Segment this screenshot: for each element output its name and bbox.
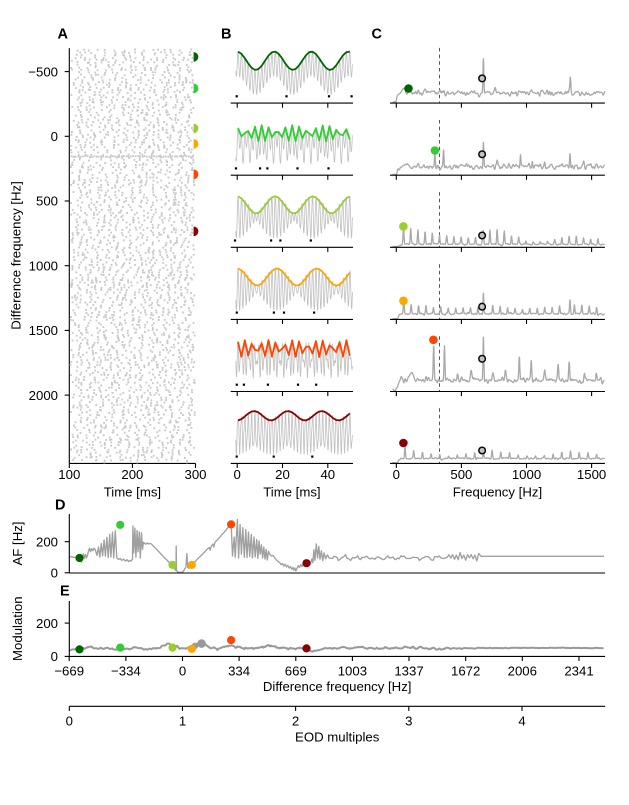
svg-text:0: 0	[234, 467, 241, 482]
svg-text:1000: 1000	[512, 467, 541, 482]
svg-text:500: 500	[36, 194, 58, 209]
svg-text:3: 3	[405, 713, 412, 728]
svg-text:C: C	[372, 27, 383, 43]
svg-text:200: 200	[36, 616, 58, 631]
svg-text:0: 0	[51, 566, 58, 581]
svg-text:0: 0	[179, 664, 186, 679]
svg-text:Time [ms]: Time [ms]	[263, 485, 320, 500]
svg-text:1: 1	[179, 713, 186, 728]
svg-text:Frequency [Hz]: Frequency [Hz]	[453, 485, 542, 500]
svg-text:669: 669	[285, 664, 307, 679]
svg-text:Time [ms]: Time [ms]	[104, 485, 161, 500]
svg-text:0: 0	[393, 467, 400, 482]
svg-text:100: 100	[58, 467, 80, 482]
svg-text:E: E	[60, 583, 70, 599]
svg-text:1500: 1500	[29, 323, 58, 338]
svg-text:EOD multiples: EOD multiples	[295, 730, 380, 745]
svg-text:0: 0	[51, 129, 58, 144]
svg-text:−500: −500	[28, 64, 58, 79]
svg-text:334: 334	[228, 664, 250, 679]
svg-text:1337: 1337	[394, 664, 423, 679]
svg-text:500: 500	[450, 467, 472, 482]
svg-text:40: 40	[320, 467, 335, 482]
svg-text:B: B	[221, 27, 231, 43]
svg-text:Difference frequency [Hz]: Difference frequency [Hz]	[9, 181, 24, 330]
svg-text:2006: 2006	[508, 664, 537, 679]
svg-text:1500: 1500	[577, 467, 606, 482]
svg-text:D: D	[55, 498, 65, 514]
svg-text:2: 2	[292, 713, 299, 728]
svg-text:0: 0	[66, 713, 73, 728]
svg-text:−669: −669	[54, 664, 84, 679]
svg-text:200: 200	[121, 467, 143, 482]
svg-text:4: 4	[518, 713, 525, 728]
svg-text:200: 200	[36, 534, 58, 549]
svg-text:Modulation: Modulation	[10, 596, 25, 661]
svg-text:300: 300	[184, 467, 206, 482]
svg-text:2000: 2000	[29, 388, 58, 403]
svg-text:2341: 2341	[564, 664, 593, 679]
svg-text:20: 20	[275, 467, 290, 482]
svg-text:1000: 1000	[29, 258, 58, 273]
svg-text:1003: 1003	[338, 664, 367, 679]
svg-text:1672: 1672	[451, 664, 480, 679]
svg-text:0: 0	[51, 649, 58, 664]
svg-text:Difference frequency [Hz]: Difference frequency [Hz]	[263, 679, 412, 694]
svg-text:AF [Hz]: AF [Hz]	[10, 522, 25, 566]
svg-text:−334: −334	[111, 664, 141, 679]
svg-text:A: A	[58, 27, 69, 43]
